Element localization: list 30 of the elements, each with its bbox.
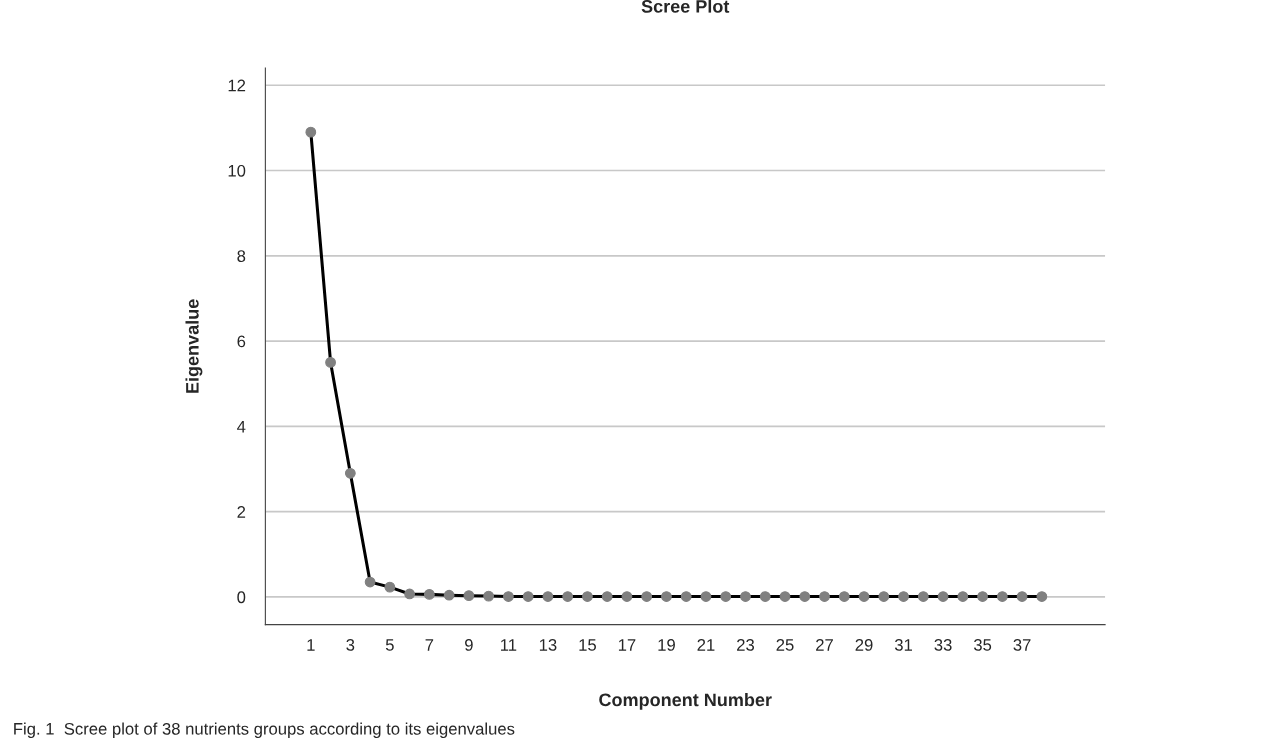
x-tick-label: 3 bbox=[346, 638, 355, 651]
x-tick-label: 33 bbox=[934, 638, 952, 651]
x-tick-label: 23 bbox=[737, 638, 755, 651]
y-tick-label: 12 bbox=[228, 79, 246, 92]
x-tick-label: 35 bbox=[973, 638, 992, 651]
y-tick-label: 10 bbox=[228, 164, 246, 177]
x-tick-label: 7 bbox=[425, 639, 434, 651]
x-tick-label: 31 bbox=[894, 638, 913, 651]
y-tick-label: 6 bbox=[237, 335, 246, 348]
y-tick-label: 8 bbox=[237, 250, 246, 262]
x-tick-label: 15 bbox=[579, 639, 596, 651]
y-tick-label: 0 bbox=[237, 591, 246, 604]
x-tick-label: 25 bbox=[776, 638, 794, 651]
y-tick-label: 2 bbox=[237, 506, 246, 518]
x-tick-label: 27 bbox=[816, 638, 833, 651]
y-axis-title: Eigenvalue bbox=[185, 299, 203, 393]
x-tick-label: 9 bbox=[465, 638, 473, 651]
x-tick-label: 1 bbox=[307, 639, 315, 651]
x-tick-label: 17 bbox=[618, 639, 636, 651]
x-tick-label: 19 bbox=[658, 638, 675, 651]
caption: Fig. 1 Scree plot of 38 nutrients groups according to its eigenvalues bbox=[14, 722, 515, 739]
y-tick-label: 4 bbox=[237, 420, 246, 433]
x-tick-label: 5 bbox=[385, 639, 394, 651]
chart-title: Scree Plot bbox=[641, 0, 730, 13]
x-tick-label: 29 bbox=[855, 638, 873, 651]
x-tick-label: 37 bbox=[1013, 638, 1031, 651]
x-axis-title: Component Number bbox=[599, 692, 772, 710]
x-tick-label: 13 bbox=[539, 638, 557, 651]
x-tick-label: 21 bbox=[697, 638, 715, 651]
x-tick-label: 11 bbox=[501, 639, 517, 651]
